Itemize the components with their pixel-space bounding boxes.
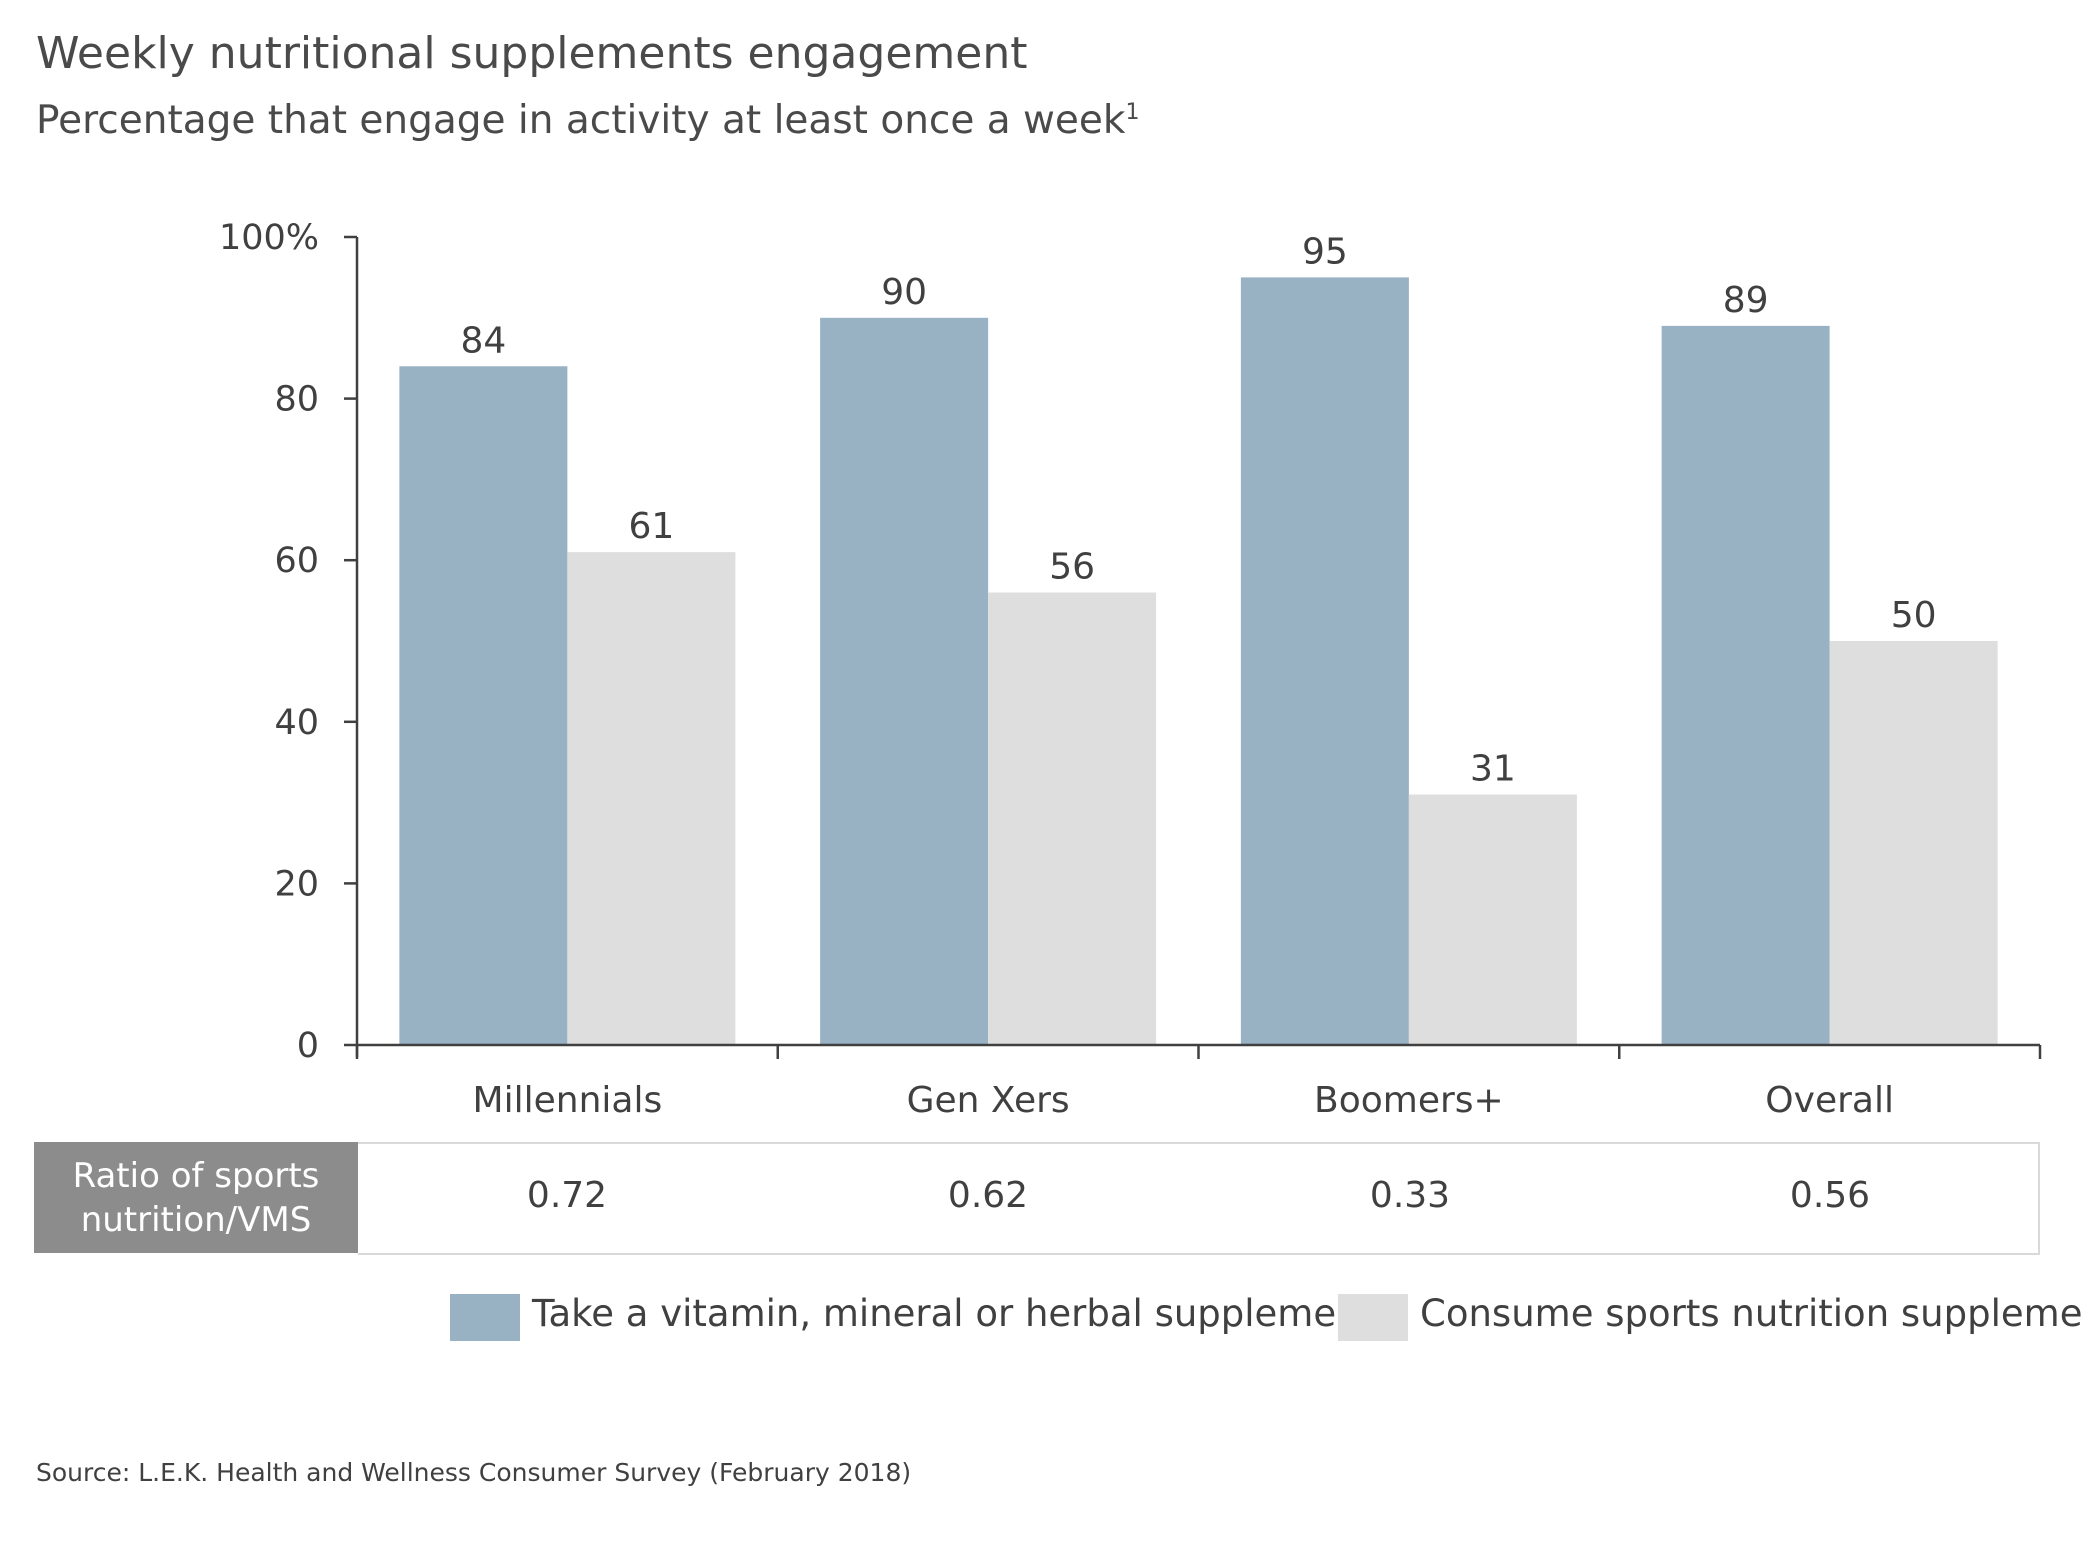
bar-vms-3 bbox=[1661, 325, 1830, 1045]
ratio-header: Ratio of sports nutrition/VMS bbox=[34, 1142, 358, 1253]
ratio-value-gen-xers: 0.62 bbox=[947, 1175, 1029, 1216]
bar-sports-3 bbox=[1829, 641, 1998, 1045]
legend-label-vms: Take a vitamin, mineral or herbal supple… bbox=[532, 1292, 1375, 1335]
legend-swatch-vms bbox=[450, 1294, 520, 1341]
y-tick-label-4: 80 bbox=[274, 380, 319, 420]
data-label-sports-2: 31 bbox=[1470, 749, 1516, 790]
ratio-header-line2: nutrition/VMS bbox=[80, 1199, 312, 1240]
source-note: Source: L.E.K. Health and Wellness Consu… bbox=[36, 1458, 912, 1487]
y-tick-label-2: 40 bbox=[274, 703, 319, 743]
bar-sports-2 bbox=[1408, 794, 1577, 1045]
subtitle-footnote: 1 bbox=[1125, 100, 1140, 125]
x-tick-label-0: Millennials bbox=[473, 1080, 663, 1121]
legend-label-sports: Consume sports nutrition supplements bbox=[1420, 1292, 2082, 1335]
bar-sports-0 bbox=[567, 552, 736, 1045]
y-tick-label-1: 20 bbox=[274, 864, 319, 904]
x-tick-label-3: Overall bbox=[1765, 1080, 1894, 1121]
data-label-sports-1: 56 bbox=[1049, 547, 1095, 588]
chart-title: Weekly nutritional supplements engagemen… bbox=[36, 28, 1028, 79]
ratio-row bbox=[358, 1142, 2040, 1255]
chart-subtitle: Percentage that engage in activity at le… bbox=[36, 98, 1140, 143]
data-label-vms-3: 89 bbox=[1723, 280, 1769, 321]
bar-vms-0 bbox=[399, 366, 568, 1045]
data-label-sports-3: 50 bbox=[1891, 595, 1937, 636]
y-tick-label-5: 100% bbox=[219, 218, 319, 258]
bar-vms-2 bbox=[1240, 277, 1409, 1045]
x-tick-label-2: Boomers+ bbox=[1314, 1080, 1504, 1121]
legend-swatch-sports bbox=[1338, 1294, 1408, 1341]
ratio-value-overall: 0.56 bbox=[1789, 1175, 1871, 1216]
bar-sports-1 bbox=[988, 592, 1157, 1045]
ratio-header-line1: Ratio of sports bbox=[72, 1155, 320, 1196]
data-label-vms-0: 84 bbox=[460, 320, 506, 361]
x-tick-label-1: Gen Xers bbox=[907, 1080, 1070, 1121]
bar-chart: 84 61 Millennials 90 56 Gen Xers 95 31 Boomers+ 8… bbox=[219, 218, 2042, 1121]
bar-vms-1 bbox=[820, 317, 989, 1045]
data-label-sports-0: 61 bbox=[628, 506, 674, 547]
ratio-value-boomers: 0.33 bbox=[1369, 1175, 1451, 1216]
data-label-vms-1: 90 bbox=[881, 272, 927, 313]
data-label-vms-2: 95 bbox=[1302, 231, 1348, 272]
y-tick-label-3: 60 bbox=[274, 541, 319, 581]
y-tick-label-0: 0 bbox=[297, 1026, 319, 1066]
subtitle-text: Percentage that engage in activity at le… bbox=[36, 98, 1126, 143]
ratio-value-millennials: 0.72 bbox=[526, 1175, 608, 1216]
